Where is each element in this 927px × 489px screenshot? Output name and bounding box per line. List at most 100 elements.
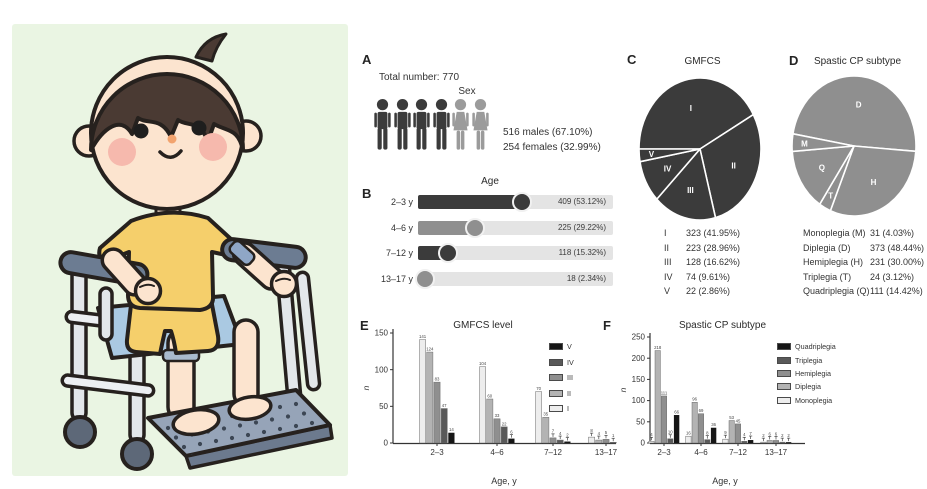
legend-key: Triplegia (T)	[803, 271, 852, 282]
panel-b-label: B	[362, 186, 372, 201]
legend-swatch	[777, 383, 791, 391]
males-count-text: 516 males (67.10%)	[503, 127, 593, 138]
bar-Monoplegia	[648, 441, 655, 444]
bar-value-label: 16	[686, 431, 691, 436]
age-bar-value: 18 (2.34%)	[566, 274, 606, 283]
x-tick-label: 2–3	[430, 448, 444, 457]
age-bar-value: 118 (15.32%)	[558, 248, 606, 257]
age-bar-track: 18 (2.34%)	[415, 269, 613, 289]
female-person-icon	[452, 99, 469, 150]
hand-finger-lines	[139, 277, 291, 288]
bar-value-label: 111	[661, 390, 668, 395]
bar-III	[549, 437, 557, 444]
y-tick-label: 0	[641, 439, 646, 448]
panel-d-label: D	[789, 53, 799, 68]
pie-slice-M	[791, 133, 855, 153]
bar-value-label: 4	[650, 432, 653, 437]
bar-Triplegia	[667, 438, 674, 444]
bar-value-label: 141	[419, 334, 427, 339]
legend-key: II	[664, 242, 670, 253]
pie-slice-label: II	[731, 162, 735, 171]
age-bar-dot	[437, 243, 458, 263]
male-person-icon	[393, 99, 411, 150]
x-tick-label: 7–12	[729, 448, 747, 457]
child-walker-illustration	[0, 0, 360, 489]
age-bar-track: 225 (29.22%)	[418, 218, 613, 238]
pie-slice-label: IV	[664, 165, 672, 174]
legend-label: II	[567, 388, 571, 398]
sex-label: Sex	[458, 86, 476, 97]
legend-row: Diplegia	[777, 380, 836, 393]
legend-key: V	[664, 286, 671, 297]
pie-slice-label: I	[690, 104, 692, 113]
bar-Hemiplegia	[735, 423, 741, 444]
bar-I	[588, 436, 595, 444]
bar-Quadriplegia	[785, 442, 792, 443]
bar-value-label: 53	[729, 415, 734, 420]
bar-value-label: 104	[479, 361, 487, 366]
bar-value-label: 60	[487, 393, 492, 398]
bar-Quadriplegia	[710, 427, 717, 443]
bar-II	[486, 398, 494, 444]
nose	[167, 134, 177, 144]
bar-value-label: 96	[692, 397, 697, 402]
armrest-support-tube	[98, 286, 114, 342]
bar-I	[419, 339, 426, 444]
legend-label: Hemiplegia	[795, 368, 831, 378]
legend-row: Diplegia (D) 373 (48.44%)	[803, 243, 924, 253]
bar-II	[426, 351, 434, 444]
legend-key: Diplegia (D)	[803, 242, 851, 253]
bar-III	[433, 381, 441, 444]
bar-I	[479, 366, 486, 444]
pie-slice-II	[699, 113, 762, 219]
bar-value-label: 2	[566, 432, 569, 437]
age-bar-track: 118 (15.32%)	[418, 243, 613, 263]
bar-value-label: 45	[736, 418, 741, 423]
legend-row: IV	[549, 355, 574, 371]
bar-IV	[556, 439, 564, 444]
subtype-pie-chart: D H T Q M	[791, 75, 917, 217]
bar-value-label: 2	[762, 433, 765, 438]
age-bar-value: 225 (29.22%)	[557, 223, 606, 232]
age-chart-title: Age	[481, 176, 499, 187]
pie-slice-H	[829, 145, 917, 217]
x-tick-label: 13–17	[595, 448, 618, 457]
age-bar-track: 409 (53.12%)	[418, 192, 613, 212]
eye-right	[191, 120, 207, 136]
bar-Monoplegia	[685, 435, 692, 444]
legend-swatch	[777, 343, 791, 351]
bar-value-label: 124	[426, 346, 434, 351]
subtype-by-age-chart: 050100150200250n2–3421811110664–61696698…	[618, 333, 805, 486]
pie-slice-label: M	[801, 139, 808, 148]
legend-label: V	[567, 342, 572, 352]
legend-label: Diplegia	[795, 382, 821, 392]
subtype-bars-legend: Quadriplegia Triplegia Hemiplegia Diplegia M…	[777, 340, 836, 407]
x-tick-label: 13–17	[765, 448, 788, 457]
bar-V	[508, 438, 515, 443]
age-bar-fill	[418, 221, 475, 235]
pie-slice-III	[655, 148, 717, 221]
total-number-text: Total number: 770	[379, 72, 460, 83]
bar-value-label: 218	[654, 345, 662, 350]
y-tick-label: 100	[632, 396, 646, 405]
legend-swatch	[777, 369, 791, 377]
bar-Quadriplegia	[747, 440, 754, 443]
legend-key: Quadriplegia (Q)	[803, 286, 870, 297]
bar-IV	[440, 408, 448, 444]
male-person-icon	[374, 99, 391, 150]
gmfcs-pie-legend: I 323 (41.95%) II 223 (28.96%) III 128 (16.62…	[664, 228, 740, 301]
panel-f-label: F	[603, 318, 611, 333]
legend-label: III	[567, 373, 573, 383]
bar-value-label: 33	[495, 413, 500, 418]
y-tick-label: 0	[384, 439, 389, 448]
bar-III	[493, 418, 501, 444]
bar-II	[542, 417, 550, 444]
bar-Triplegia	[741, 441, 748, 444]
bar-Triplegia	[779, 441, 786, 444]
male-person-icon	[432, 99, 450, 150]
gmfcs-bars-legend: V IV III II I	[549, 339, 574, 417]
bar-value-label: 6	[769, 431, 772, 436]
legend-value: 323 (41.95%)	[686, 228, 741, 238]
y-tick-label: 50	[379, 402, 388, 411]
